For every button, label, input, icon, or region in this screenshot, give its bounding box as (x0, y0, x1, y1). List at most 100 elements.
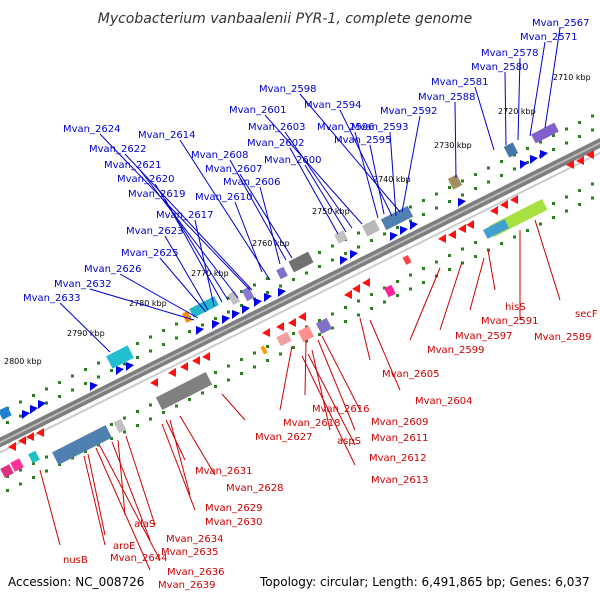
forward-gene-label: Mvan_2626 (84, 264, 141, 275)
track-dot (552, 216, 555, 219)
track-dot (123, 416, 126, 420)
track-dot (370, 307, 373, 310)
track-dot (331, 326, 334, 330)
track-dot (240, 358, 243, 361)
track-dot (110, 423, 113, 426)
kbp-tick-label: 2710 kbp (553, 73, 591, 82)
forward-gene-label: Mvan_2608 (191, 150, 248, 161)
track-dot (45, 455, 48, 459)
reverse-gene-arrow (288, 318, 296, 327)
forward-leader-line (229, 159, 287, 261)
reverse-leader-line (321, 335, 361, 411)
gene-block (384, 284, 396, 298)
track-dot (6, 421, 9, 424)
track-dot (409, 287, 412, 291)
reverse-gene-label: Mvan_2589 (534, 332, 591, 343)
gene-block (334, 230, 348, 244)
reverse-leader-line (117, 439, 126, 516)
reverse-gene-label: Mvan_2644 (110, 553, 167, 564)
track-dot (97, 443, 100, 447)
track-dot (214, 385, 217, 388)
gene-block (531, 122, 559, 144)
backbone-outer (0, 137, 600, 448)
forward-gene-label: Mvan_2619 (128, 189, 185, 200)
track-dot (552, 202, 555, 205)
forward-leader-line (354, 131, 379, 219)
track-dot (513, 235, 516, 239)
track-dot (45, 469, 48, 473)
forward-gene-label: Mvan_2595 (334, 135, 391, 146)
track-dot (84, 450, 87, 453)
track-dot (71, 374, 74, 378)
track-dot (58, 381, 61, 384)
reverse-gene-labels: secF Mvan_2589 hisS Mvan_2591 Mvan_2597 Mvan_… (39, 219, 598, 591)
track-dot (513, 167, 516, 171)
forward-leader-line (401, 115, 421, 213)
forward-gene-arrow (458, 198, 466, 207)
reverse-gene-arrow (344, 290, 352, 299)
track-dot (565, 195, 568, 199)
track-dot (565, 141, 568, 145)
track-dot (422, 199, 425, 202)
forward-gene-arrow (222, 315, 230, 324)
kbp-tick-label: 2730 kbp (434, 141, 472, 150)
track-dot (552, 134, 555, 137)
track-dot (175, 322, 178, 326)
forward-gene-label: Mvan_2610 (195, 192, 252, 203)
reverse-gene-label: Mvan_2635 (161, 547, 218, 558)
track-dot (240, 372, 243, 375)
track-dot (344, 252, 347, 255)
track-dot (461, 247, 464, 251)
gene-block (182, 311, 192, 323)
track-dot (6, 475, 9, 478)
forward-gene-label: Mvan_2603 (248, 122, 305, 133)
forward-gene-label: Mvan_2622 (89, 144, 146, 155)
reverse-leader-line (369, 319, 401, 391)
gene-block (276, 331, 292, 347)
gene-block (483, 219, 509, 239)
reverse-leader-line (83, 455, 106, 546)
track-dot (253, 365, 256, 369)
forward-leader-line (164, 235, 209, 311)
kbp-tick-label: 2720 kbp (498, 107, 536, 116)
forward-leader-line (124, 153, 253, 291)
forward-gene-label: Mvan_2623 (126, 226, 183, 237)
track-dot (136, 342, 139, 345)
reverse-gene-label: Mvan_2639 (158, 580, 215, 591)
reverse-gene-label: Mvan_2636 (167, 567, 224, 578)
reverse-gene-label: Mvan_2627 (255, 432, 312, 443)
gene-block (113, 418, 127, 434)
track-dot (162, 329, 165, 332)
track-dot (149, 417, 152, 421)
reverse-gene-arrow (438, 234, 446, 243)
reverse-leader-line (125, 435, 156, 526)
reverse-gene-label: Mvan_2629 (205, 503, 262, 514)
forward-leader-line (529, 41, 546, 137)
reverse-leader-line (439, 261, 463, 331)
track-dot (227, 378, 230, 382)
track-dot (71, 388, 74, 392)
forward-gene-label: Mvan_2567 (532, 18, 589, 29)
gene-block (28, 450, 40, 464)
reverse-gene-arrow (576, 156, 584, 165)
track-dot (474, 241, 477, 244)
forward-leader-line (389, 131, 397, 217)
reverse-leader-line (359, 317, 371, 361)
track-dot (578, 121, 581, 124)
track-dot (136, 424, 139, 427)
gene-block (10, 458, 24, 472)
track-dot (214, 317, 217, 320)
track-dot (214, 371, 217, 374)
forward-gene-arrow (530, 155, 538, 164)
track-dot (318, 319, 321, 322)
track-dot (383, 286, 386, 290)
track-dot (136, 356, 139, 359)
reverse-gene-arrow (150, 378, 158, 387)
track-dot (552, 148, 555, 151)
track-dot (253, 283, 256, 287)
forward-gene-arrow (126, 362, 134, 371)
reverse-leader-line (179, 415, 216, 476)
forward-gene-labels: Mvan_2567 Mvan_2571 Mvan_2578 Mvan_2580 Mvan… (23, 18, 589, 353)
track-dot (331, 244, 334, 248)
